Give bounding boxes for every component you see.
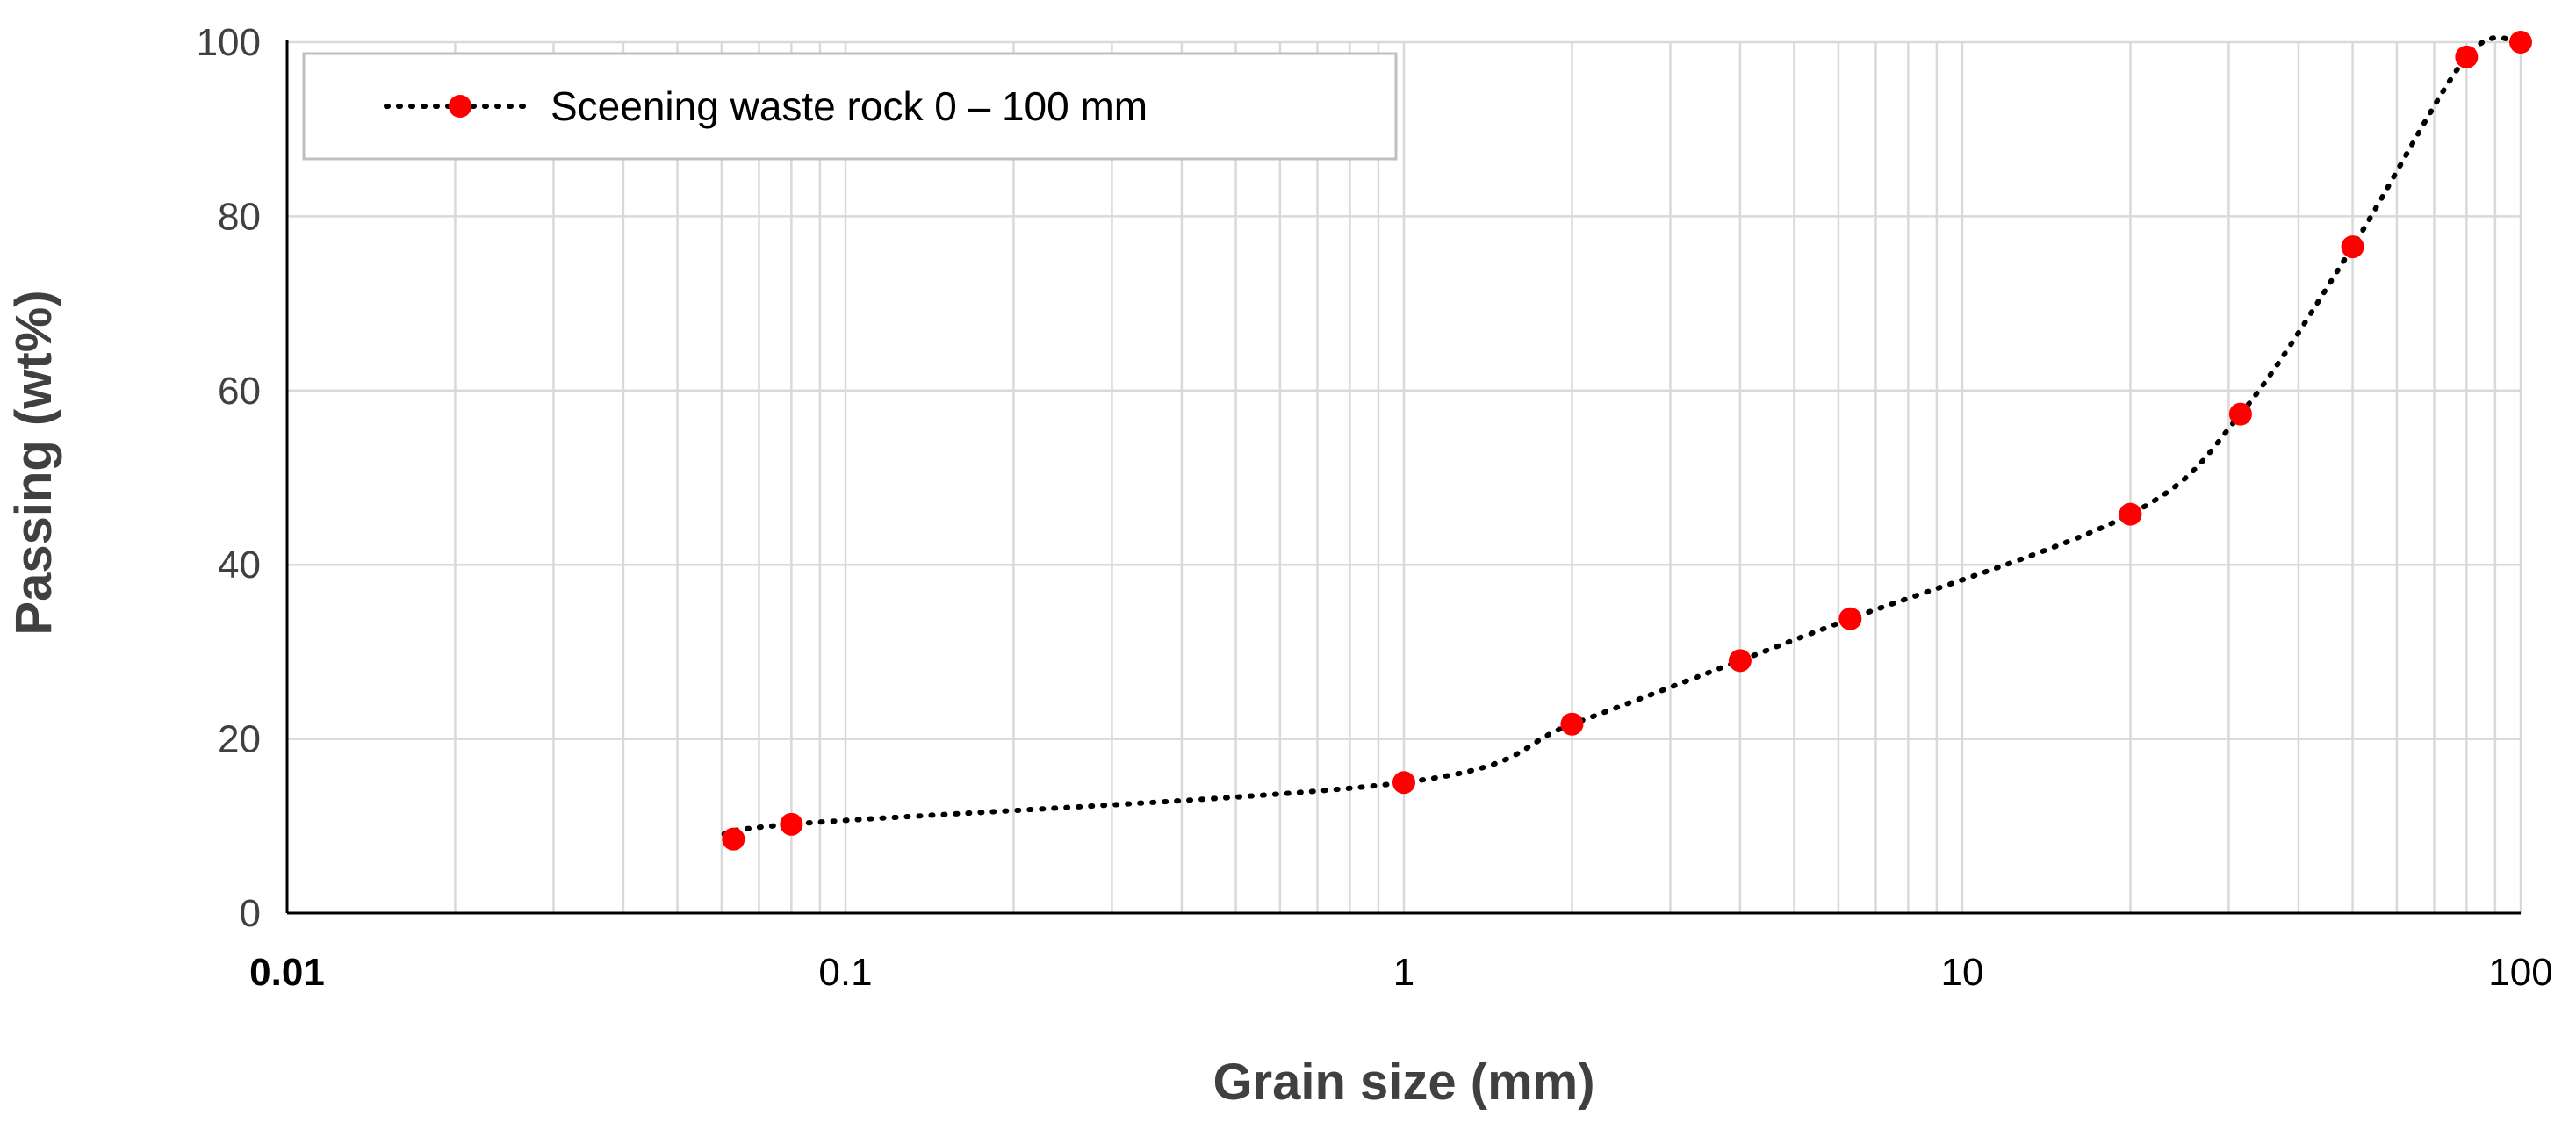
- y-tick-label: 0: [240, 892, 261, 935]
- series-line: [721, 34, 2523, 842]
- legend: Sceening waste rock 0 – 100 mm: [302, 52, 1398, 161]
- tick-labels: 0 20 40 60 80 100 0.01 0.1 1 10 100: [197, 21, 2553, 994]
- y-tick-label: 100: [197, 21, 261, 64]
- data-point: [1838, 607, 1862, 630]
- x-tick-label: 100: [2488, 951, 2552, 994]
- data-point: [2119, 502, 2142, 526]
- data-points: [722, 31, 2532, 851]
- axes: [285, 40, 2521, 915]
- legend-marker: [449, 95, 471, 118]
- y-tick-label: 40: [218, 543, 261, 587]
- data-point: [780, 812, 803, 836]
- data-point: [1560, 712, 1584, 736]
- data-point: [2341, 235, 2364, 259]
- y-tick-label: 20: [218, 718, 261, 761]
- x-tick-label: 0.01: [249, 951, 325, 994]
- x-tick-label: 0.1: [818, 951, 872, 994]
- grid: [287, 40, 2522, 913]
- y-axis-title: Passing (wt%): [5, 290, 62, 635]
- y-tick-label: 60: [218, 370, 261, 413]
- data-point: [2509, 31, 2532, 54]
- data-point: [1392, 771, 1415, 795]
- data-point: [2455, 45, 2479, 68]
- legend-label: Sceening waste rock 0 – 100 mm: [550, 83, 1148, 129]
- data-point: [1728, 649, 1752, 673]
- x-axis-title: Grain size (mm): [1212, 1054, 1594, 1111]
- y-tick-label: 80: [218, 195, 261, 238]
- x-tick-label: 10: [1941, 951, 1984, 994]
- data-point: [722, 827, 745, 851]
- x-tick-label: 1: [1393, 951, 1414, 994]
- data-point: [2228, 402, 2252, 426]
